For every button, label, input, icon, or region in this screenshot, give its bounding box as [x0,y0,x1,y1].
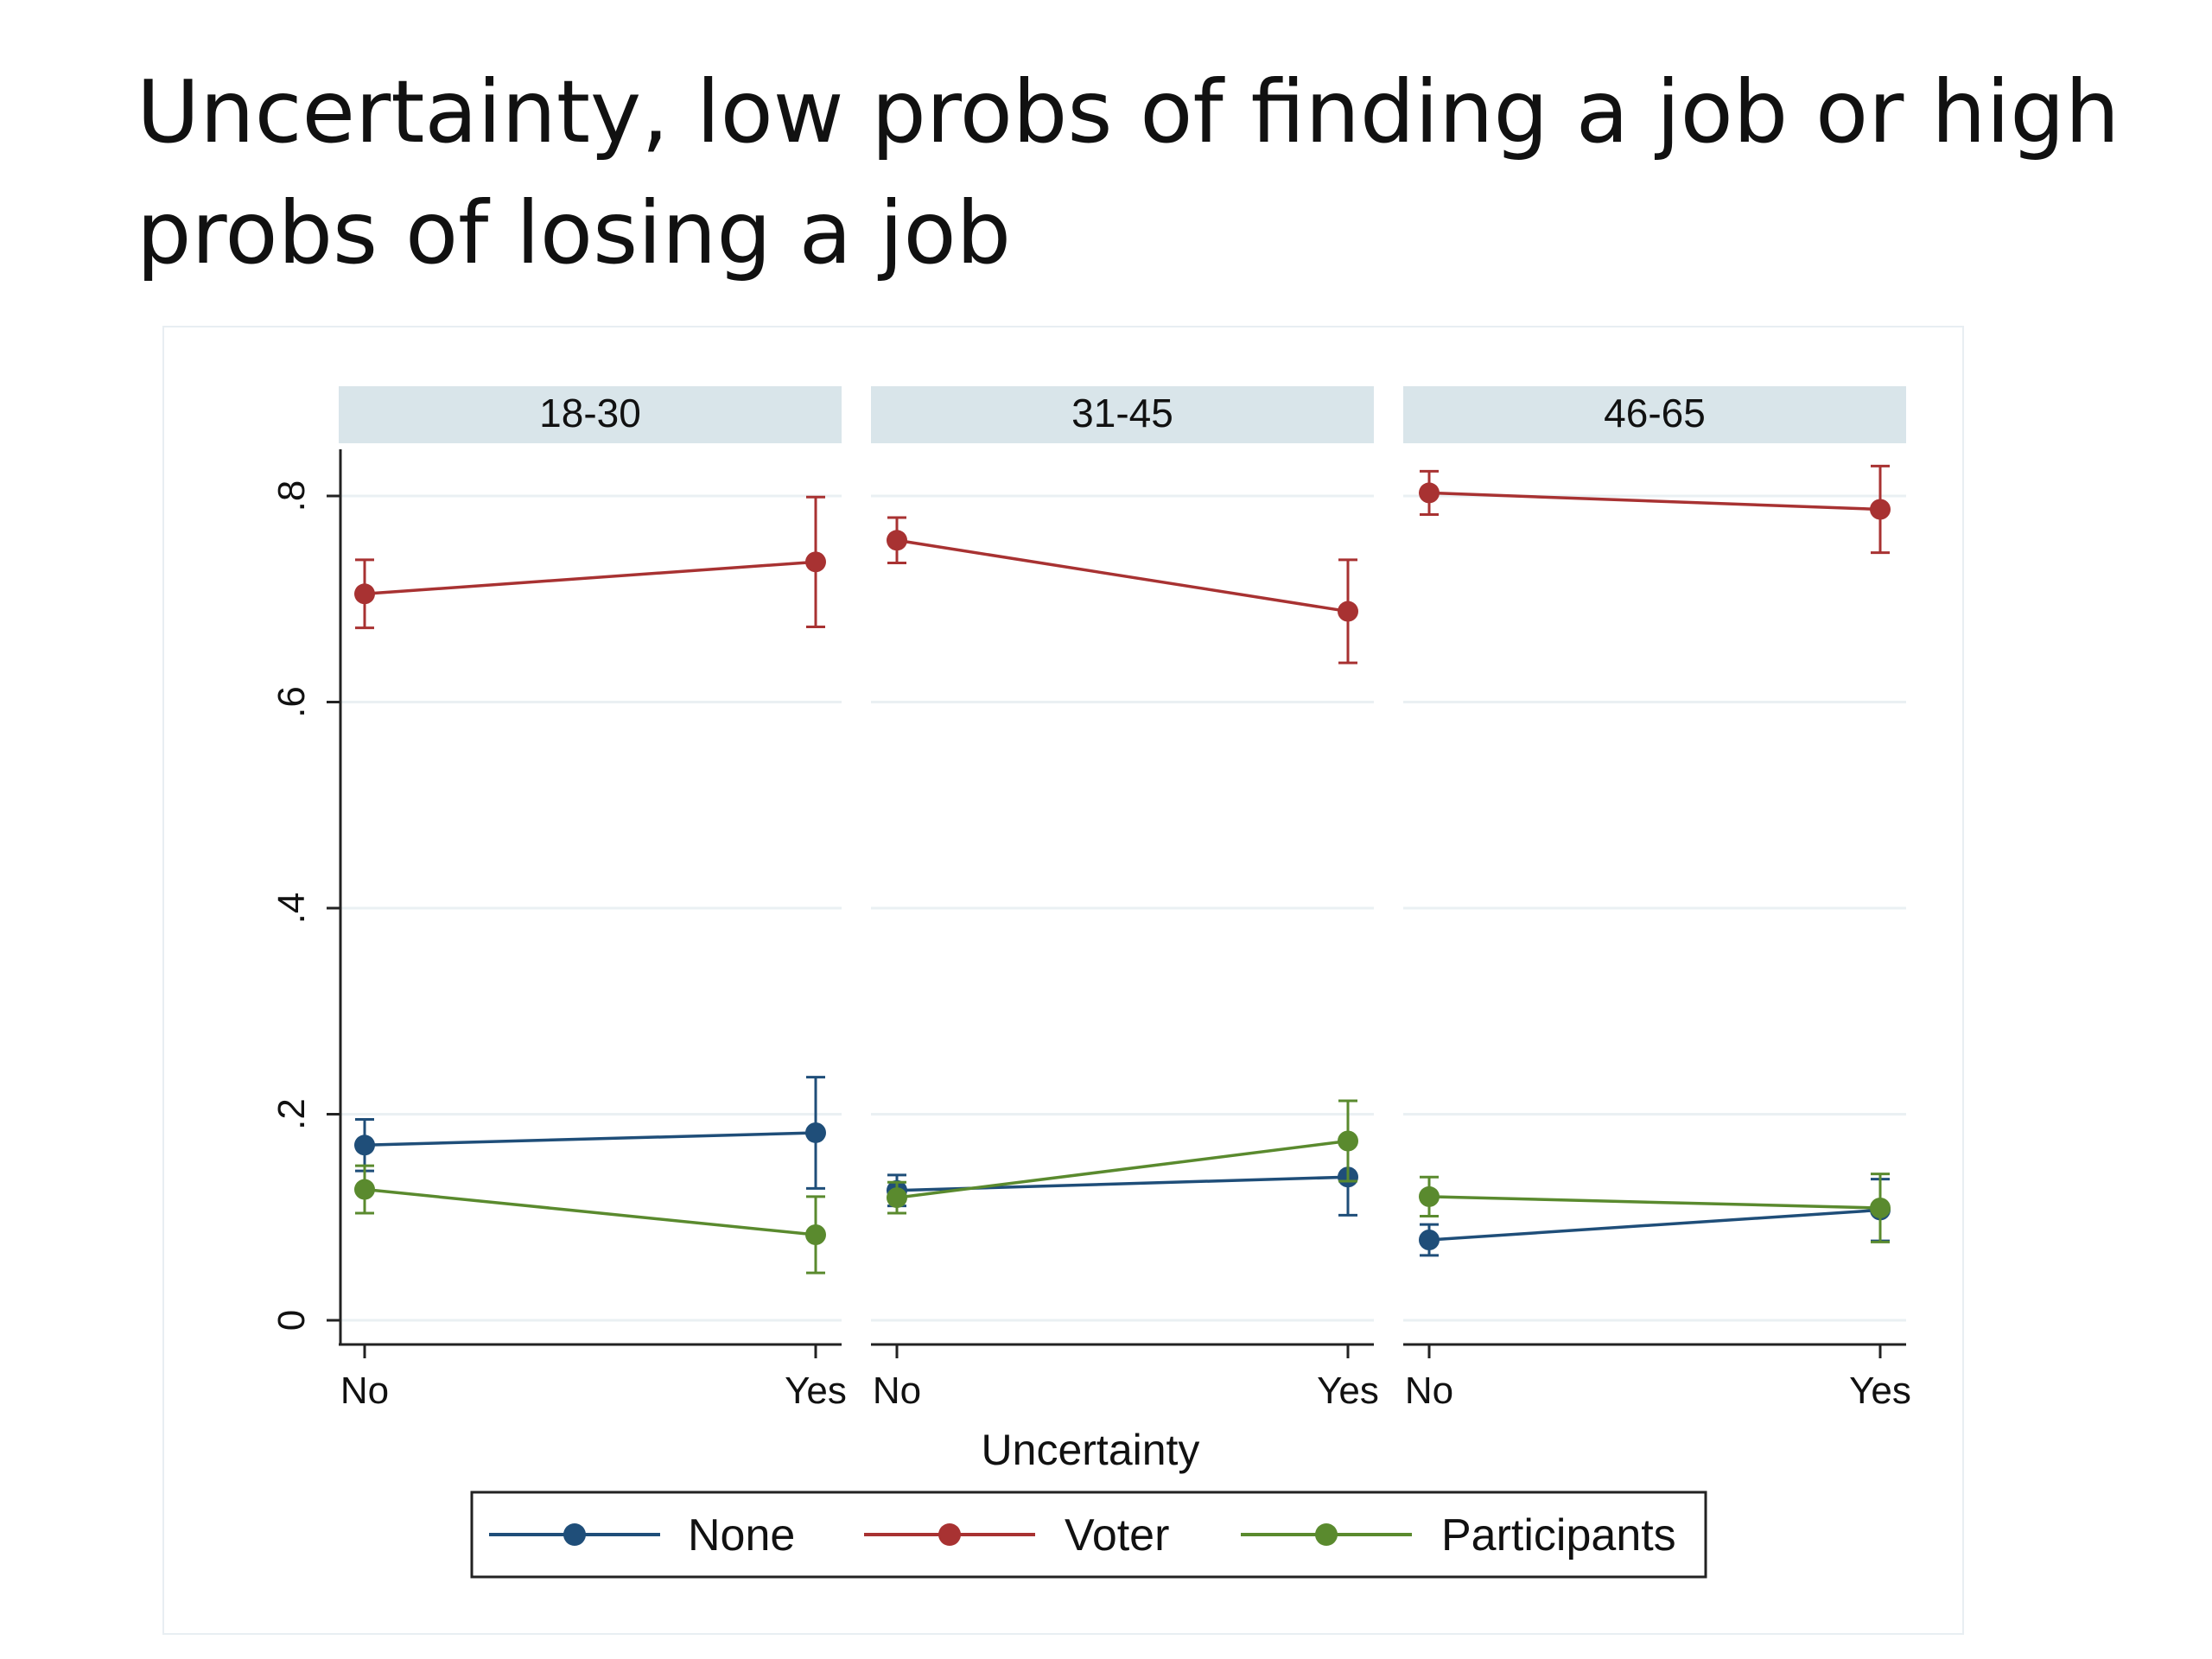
chart-frame [162,326,1964,1635]
x-tick-label: Yes [1317,1370,1379,1412]
data-point-voter [354,583,375,605]
y-tick-label: 0 [270,1310,313,1331]
panel-header-46-65 [1403,386,1906,443]
series-line-participants [364,1187,817,1236]
x-tick-label: No [1405,1370,1453,1412]
data-point-none [1419,1229,1440,1250]
x-tick-label: No [873,1370,921,1412]
data-point-participants [805,1224,826,1246]
legend-label-none: None [688,1510,795,1560]
data-point-none [354,1135,375,1156]
y-tick-label: .8 [270,480,313,512]
series-line-participants [896,1139,1349,1199]
data-point-voter [1338,601,1358,622]
data-point-participants [1338,1130,1358,1152]
series-line-none [364,1131,817,1147]
legend-marker-none [563,1523,586,1546]
slide-title: Uncertainty, low probs of finding a job … [137,61,2120,283]
legend-marker-voter [938,1523,961,1546]
y-tick-label: .6 [270,686,313,718]
panel-title: 46-65 [1604,391,1706,435]
data-point-participants [354,1179,375,1200]
panel-header-18-30 [339,386,842,443]
x-tick-label: Yes [1849,1370,1911,1412]
y-tick-label: .2 [270,1098,313,1130]
data-point-none [805,1122,826,1143]
panel-title: 18-30 [539,391,641,435]
series-line-voter [896,538,1349,613]
data-point-participants [1419,1185,1440,1207]
y-tick-label: .4 [270,893,313,925]
legend-label-participants: Participants [1441,1510,1676,1560]
panel-title: 31-45 [1071,391,1173,435]
x-tick-label: No [340,1370,389,1412]
legend-marker-participants [1315,1523,1338,1546]
data-point-voter [1870,499,1891,520]
data-point-voter [1419,482,1440,504]
series-line-voter [364,560,817,596]
data-point-voter [887,530,907,551]
data-point-voter [805,551,826,573]
series-line-voter [1428,491,1881,512]
legend-box [470,1491,1707,1579]
x-axis-title: Uncertainty [982,1426,1200,1474]
legend-label-voter: Voter [1065,1510,1169,1560]
x-tick-label: Yes [785,1370,847,1412]
series-line-participants [1428,1195,1881,1210]
panel-header-31-45 [871,386,1374,443]
data-point-participants [887,1187,907,1209]
series-line-none [1428,1208,1881,1242]
data-point-participants [1870,1198,1891,1219]
